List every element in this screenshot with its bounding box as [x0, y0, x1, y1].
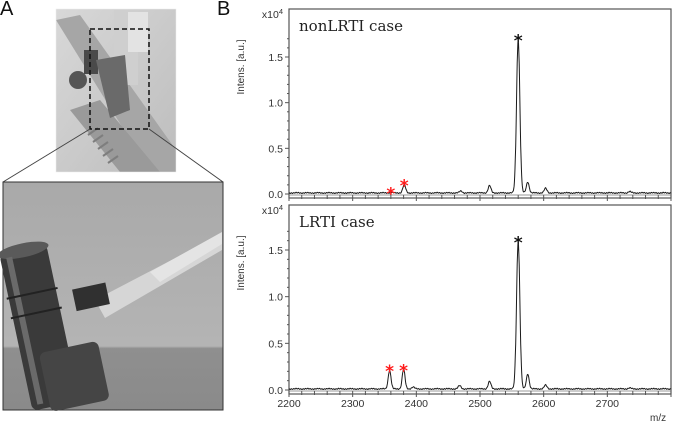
case-label: LRTI case [299, 213, 375, 231]
red-asterisk-marker: * [385, 362, 394, 382]
y-tick-label: 0.0 [268, 385, 283, 397]
spectrum-trace [288, 39, 672, 195]
y-axis-title: Intens. [a.u.] [236, 235, 247, 290]
y-axis-title: Intens. [a.u.] [236, 39, 247, 94]
y-scale-label: x104 [262, 203, 283, 217]
spectrum-plot-nonlrti: 0.0 0.5 1.0 1.5 x104 Intens. [a.u.] nonLRTI ca… [236, 7, 672, 204]
y-tick-label: 0.0 [268, 189, 283, 201]
panel-a-label: A [0, 0, 14, 20]
y-tick-label: 1.0 [268, 98, 283, 110]
black-asterisk-marker: * [514, 31, 523, 51]
x-tick-label: 2500 [468, 398, 492, 410]
red-asterisk-marker: * [386, 184, 395, 204]
y-tick-label: 1.5 [268, 245, 283, 257]
spectrum-trace [288, 241, 672, 391]
x-tick-label: 2300 [341, 398, 365, 410]
x-tick-label: 2600 [532, 398, 556, 410]
y-tick-label: 0.5 [268, 338, 283, 350]
y-tick-label: 1.0 [268, 292, 283, 304]
y-tick-label: 0.5 [268, 143, 283, 155]
red-asterisk-marker: * [399, 361, 408, 381]
black-asterisk-marker: * [514, 233, 523, 253]
x-axis-title: m/z [650, 413, 666, 424]
spectrum-plot-lrti: 0.0 0.5 1.0 1.5 x104 Intens. [a.u.] 2200 2300 24… [236, 203, 672, 410]
x-tick-label: 2700 [596, 398, 620, 410]
x-tick-label: 2200 [277, 398, 301, 410]
case-label: nonLRTI case [299, 17, 403, 35]
y-tick-label: 1.5 [268, 52, 283, 64]
red-asterisk-marker: * [400, 177, 409, 197]
y-scale-label: x104 [262, 7, 283, 21]
panel-b-label: B [217, 0, 231, 20]
x-tick-label: 2400 [405, 398, 429, 410]
plot-frame [288, 204, 672, 395]
plot-frame [288, 8, 672, 199]
